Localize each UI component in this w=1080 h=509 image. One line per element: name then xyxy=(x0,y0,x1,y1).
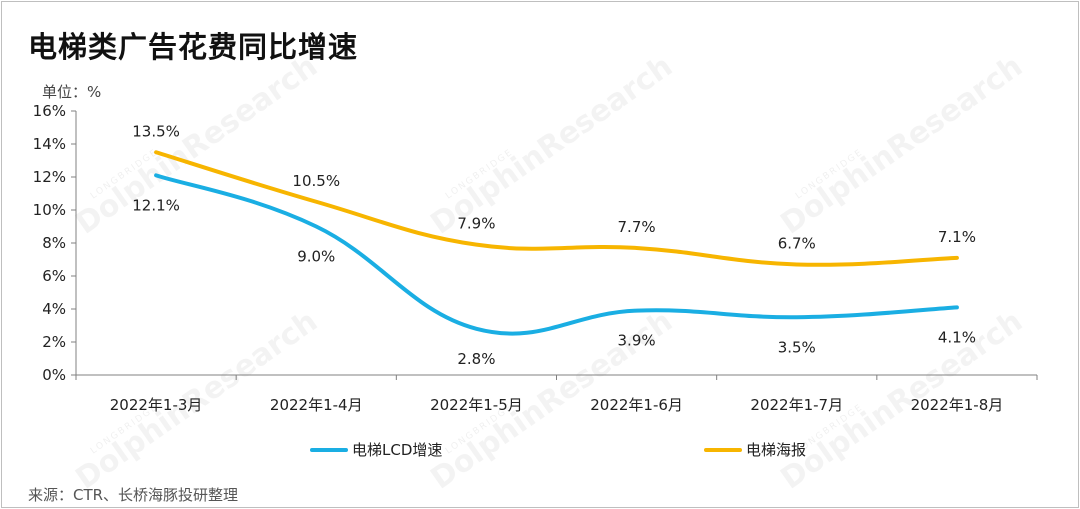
data-label: 7.1% xyxy=(938,228,976,246)
data-label: 3.5% xyxy=(778,338,816,356)
data-label: 10.5% xyxy=(292,172,340,190)
y-tick-label: 16% xyxy=(33,102,66,120)
source-note: 来源：CTR、长桥海豚投研整理 xyxy=(28,486,239,504)
data-label: 13.5% xyxy=(132,122,180,140)
data-label: 2.8% xyxy=(457,350,495,368)
series-line-poster xyxy=(154,150,959,267)
y-tick-label: 12% xyxy=(33,168,66,186)
series-line-lcd xyxy=(154,173,959,336)
y-tick-label: 0% xyxy=(42,366,66,384)
x-tick-label: 2022年1-8月 xyxy=(911,396,1004,414)
data-label: 6.7% xyxy=(778,234,816,252)
y-tick-label: 6% xyxy=(42,267,66,285)
chart-title: 电梯类广告花费同比增速 xyxy=(28,30,359,64)
x-tick-label: 2022年1-7月 xyxy=(750,396,843,414)
y-tick-label: 14% xyxy=(33,135,66,153)
y-tick-label: 10% xyxy=(33,201,66,219)
data-label: 9.0% xyxy=(297,248,335,266)
watermark-text: DolphinResearch xyxy=(425,49,679,242)
watermark-text: DolphinResearch xyxy=(775,49,1029,242)
watermark-layer: DolphinResearchLONGBRIDGEDolphinResearch… xyxy=(70,49,1029,497)
x-tick-label: 2022年1-6月 xyxy=(590,396,683,414)
x-tick-label: 2022年1-5月 xyxy=(430,396,523,414)
y-tick-label: 8% xyxy=(42,234,66,252)
data-label: 7.9% xyxy=(457,215,495,233)
axes: 0% 2% 4% 6% 8% 10% 12% 14% 16% 2022年1-3月 2022年1-4月… xyxy=(33,102,1038,414)
y-tick-label: 2% xyxy=(42,333,66,351)
data-label: 4.1% xyxy=(938,328,976,346)
data-label: 7.7% xyxy=(618,218,656,236)
x-tick-label: 2022年1-3月 xyxy=(110,396,203,414)
data-label: 12.1% xyxy=(132,196,180,214)
legend: 电梯LCD增速 电梯海报 xyxy=(310,441,806,459)
unit-label: 单位：% xyxy=(42,83,102,101)
data-label: 3.9% xyxy=(618,332,656,350)
y-tick-label: 4% xyxy=(42,300,66,318)
series-lines xyxy=(154,150,959,336)
legend-label: 电梯海报 xyxy=(746,441,806,459)
legend-label: 电梯LCD增速 xyxy=(352,441,442,459)
x-tick-label: 2022年1-4月 xyxy=(270,396,363,414)
data-labels: 12.1% 9.0% 2.8% 3.9% 3.5% 4.1% 13.5% 10.5% 7.9% 7… xyxy=(132,122,976,368)
